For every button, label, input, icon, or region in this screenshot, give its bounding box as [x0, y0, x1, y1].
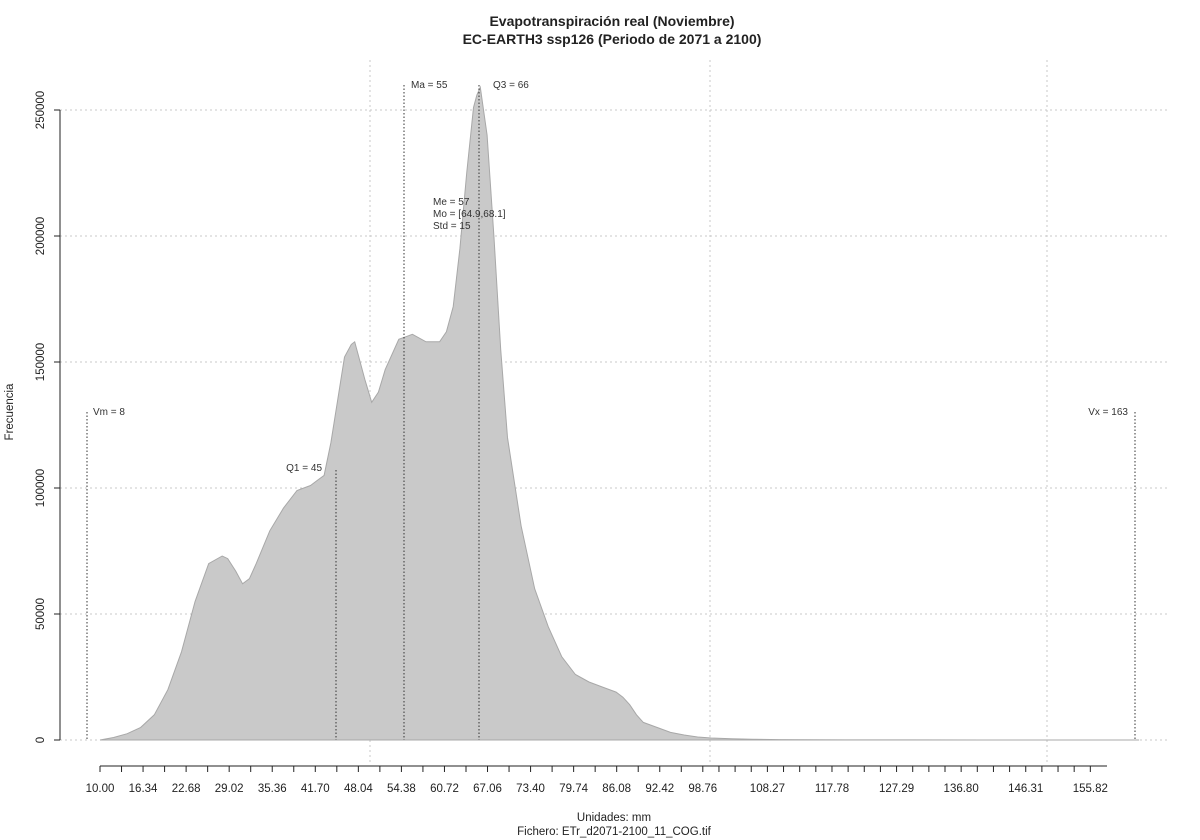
- annotation-me: Me = 57: [433, 197, 470, 208]
- x-tick-label: 16.34: [129, 783, 158, 795]
- density-area: [99, 85, 1140, 741]
- annotation-mo: Mo = [64.9,68.1]: [433, 209, 506, 220]
- x-tick-label: 92.42: [645, 783, 674, 795]
- annotation-ma: Ma = 55: [411, 80, 448, 91]
- y-axis: 0 50000 100000 150000 200000 250000: [35, 91, 61, 743]
- x-tick-label: 117.78: [815, 783, 849, 795]
- y-tick-label: 100000: [35, 469, 47, 507]
- y-axis-label: Frecuencia: [4, 383, 16, 440]
- chart-subtitle: EC-EARTH3 ssp126 (Periodo de 2071 a 2100…: [463, 31, 762, 47]
- x-tick-label: 67.06: [473, 783, 502, 795]
- y-tick-label: 250000: [35, 91, 47, 129]
- y-tick-label: 50000: [35, 598, 47, 630]
- y-tick-label: 0: [35, 737, 47, 743]
- x-tick-label: 54.38: [387, 783, 416, 795]
- x-axis-label: Unidades: mm: [577, 812, 651, 824]
- x-tick-label: 108.27: [750, 783, 785, 795]
- x-axis: 10.00 16.34 22.68 29.02 35.36 41.70 48.04 54.38…: [86, 765, 1108, 795]
- x-tick-label: 98.76: [688, 783, 717, 795]
- annotation-vm: Vm = 8: [93, 407, 125, 418]
- annotation-q1: Q1 = 45: [286, 463, 322, 474]
- annotation-q3: Q3 = 66: [493, 80, 529, 91]
- stat-markers: [86, 85, 1136, 740]
- x-tick-label: 136.80: [944, 783, 979, 795]
- x-tick-label: 79.74: [559, 783, 588, 795]
- annotation-vx: Vx = 163: [1088, 407, 1128, 418]
- x-tick-label: 146.31: [1008, 783, 1043, 795]
- x-tick-label: 155.82: [1073, 783, 1108, 795]
- x-tick-label: 10.00: [86, 783, 115, 795]
- x-tick-label: 48.04: [344, 783, 373, 795]
- x-tick-label: 29.02: [215, 783, 244, 795]
- chart-title: Evapotranspiración real (Noviembre): [489, 13, 734, 29]
- x-tick-label: 22.68: [172, 783, 201, 795]
- x-tick-label: 73.40: [516, 783, 545, 795]
- y-tick-label: 150000: [35, 343, 47, 381]
- x-tick-label: 86.08: [602, 783, 631, 795]
- file-caption: Fichero: ETr_d2071-2100_11_COG.tif: [517, 826, 711, 838]
- x-tick-label: 60.72: [430, 783, 459, 795]
- y-tick-label: 200000: [35, 217, 47, 255]
- x-tick-label: 127.29: [879, 783, 914, 795]
- annotation-std: Std = 15: [433, 221, 471, 232]
- x-tick-label: 41.70: [301, 783, 330, 795]
- x-tick-label: 35.36: [258, 783, 287, 795]
